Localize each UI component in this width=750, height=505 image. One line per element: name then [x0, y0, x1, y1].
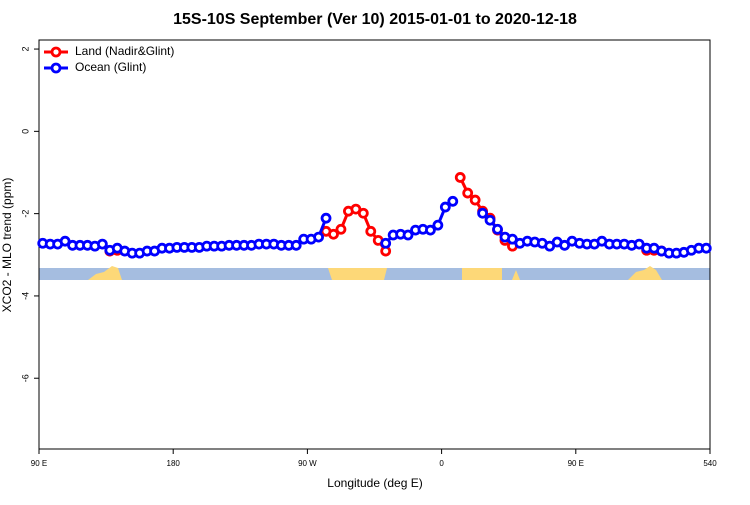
- data-point: [320, 212, 332, 224]
- legend-label: Land (Nadir&Glint): [75, 44, 174, 58]
- data-point: [477, 207, 489, 219]
- data-point: [328, 228, 339, 240]
- data-point: [380, 237, 392, 249]
- land-strip: [512, 270, 520, 280]
- data-point: [313, 231, 324, 243]
- x-tick-label: 180: [167, 459, 181, 468]
- data-point: [402, 229, 414, 241]
- x-tick-label: 90 W: [298, 459, 317, 468]
- data-point: [357, 207, 369, 219]
- data-point: [700, 242, 712, 254]
- data-point: [447, 195, 459, 207]
- y-tick-label: 2: [20, 47, 30, 52]
- data-point: [432, 219, 444, 231]
- data-point: [96, 238, 108, 250]
- data-point: [484, 214, 496, 226]
- chart-title: 15S-10S September (Ver 10) 2015-01-01 to…: [173, 11, 577, 28]
- land-strip: [328, 268, 387, 280]
- legend-marker: [50, 62, 62, 74]
- data-point: [425, 224, 436, 236]
- y-tick-label: -2: [20, 210, 30, 218]
- x-tick-label: 540: [703, 459, 717, 468]
- x-tick-label: 90 E: [568, 459, 584, 468]
- data-point: [439, 201, 451, 213]
- land-strip: [88, 266, 122, 280]
- y-tick-label: -4: [20, 292, 30, 300]
- data-point: [469, 194, 481, 206]
- y-tick-label: -6: [20, 374, 30, 382]
- data-point: [462, 187, 474, 199]
- y-tick-label: 0: [20, 129, 30, 134]
- data-point: [290, 239, 302, 251]
- data-point: [454, 172, 466, 183]
- x-tick-label: 0: [439, 459, 444, 468]
- data-point: [365, 225, 377, 237]
- x-axis-label: Longitude (deg E): [327, 476, 422, 490]
- data-point: [492, 223, 503, 235]
- land-strip: [462, 268, 502, 280]
- land-mask-strip: [39, 266, 710, 280]
- land-strip: [628, 266, 662, 280]
- legend-label: Ocean (Glint): [75, 60, 146, 74]
- y-axis-label: XCO2 - MLO trend (ppm): [0, 178, 14, 313]
- legend-marker: [50, 46, 62, 58]
- x-tick-label: 90 E: [31, 459, 47, 468]
- data-point: [335, 223, 347, 235]
